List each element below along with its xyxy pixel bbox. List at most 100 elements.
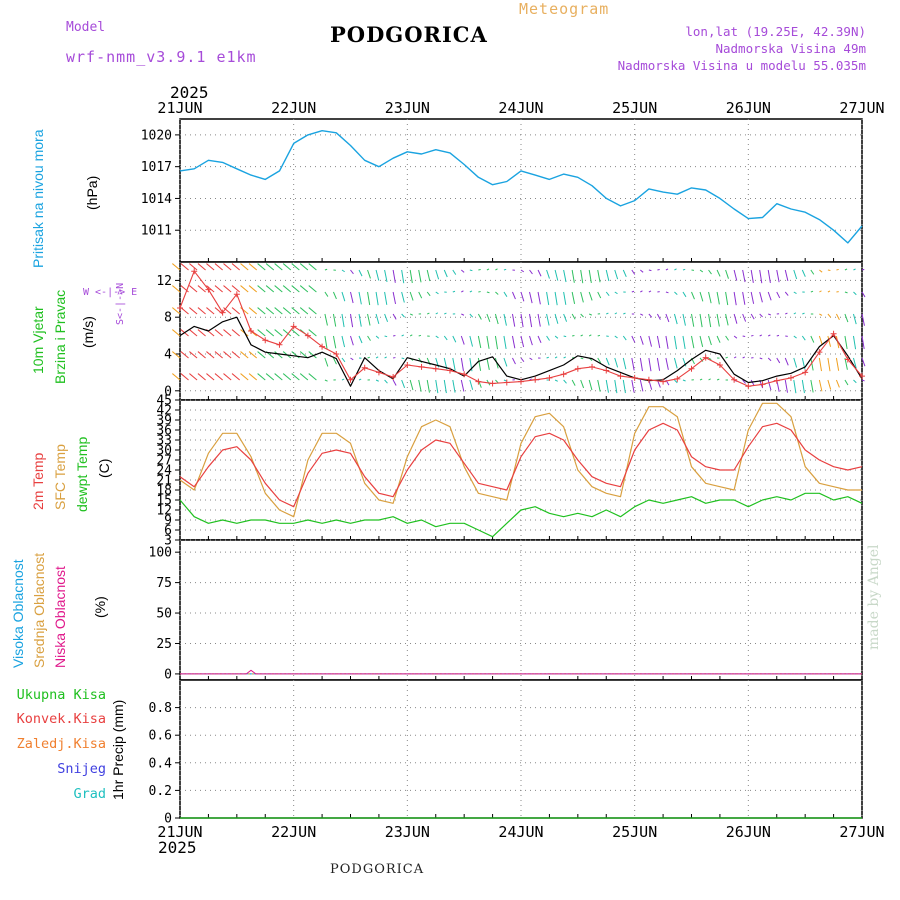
wind-arrow bbox=[375, 335, 380, 339]
wind-arrow bbox=[282, 285, 292, 293]
wind-arrow bbox=[409, 379, 414, 391]
wind-arrow bbox=[486, 268, 490, 271]
wind-arrow bbox=[827, 269, 831, 272]
wind-arrow bbox=[257, 351, 266, 359]
wind-arrow bbox=[563, 313, 568, 322]
wind-arrow bbox=[844, 313, 849, 323]
wind-arrow bbox=[725, 356, 728, 359]
wind-arrow bbox=[324, 379, 328, 382]
wind-arrow bbox=[503, 291, 508, 297]
y-tick-label: 42 bbox=[156, 404, 172, 419]
wind-arrow bbox=[486, 335, 490, 349]
wind-arrow bbox=[716, 269, 721, 277]
wind-arrow bbox=[520, 269, 525, 273]
wind-arrow bbox=[282, 307, 292, 315]
wind-arrow bbox=[350, 291, 354, 304]
wind-arrow bbox=[240, 373, 249, 381]
wind-arrow bbox=[554, 291, 558, 306]
wind-arrow bbox=[460, 357, 464, 372]
wind-arrow bbox=[248, 285, 258, 293]
wind-arrow bbox=[784, 379, 788, 393]
wind-arrow bbox=[469, 269, 473, 272]
wind-arrow bbox=[725, 335, 729, 341]
gust-marker bbox=[248, 328, 255, 334]
wind-arrow bbox=[282, 329, 292, 337]
wind-arrow bbox=[785, 312, 788, 315]
wind-arrow bbox=[844, 268, 848, 271]
gust-marker bbox=[645, 376, 652, 383]
wind-arrow bbox=[435, 291, 439, 295]
wind-arrow bbox=[418, 269, 422, 283]
wind-arrow bbox=[231, 373, 240, 381]
gust-marker bbox=[603, 367, 610, 374]
y-tick-label: 25 bbox=[156, 637, 172, 652]
wind-arrow bbox=[511, 335, 516, 349]
compass-horizontal: W <-|-> E bbox=[83, 287, 138, 298]
wind-arrow bbox=[206, 351, 215, 359]
y-tick-label: 0 bbox=[164, 667, 172, 682]
wind-arrow bbox=[460, 335, 465, 345]
wind-arrow bbox=[375, 291, 379, 306]
wind-arrow bbox=[708, 291, 712, 304]
wind-arrow bbox=[324, 335, 328, 350]
wind-arrow bbox=[742, 335, 746, 338]
wind-arrow bbox=[853, 379, 857, 384]
wind-arrow bbox=[426, 291, 431, 297]
gust-marker bbox=[773, 377, 780, 384]
wind-arrow bbox=[639, 335, 644, 345]
y-tick-label: 75 bbox=[156, 576, 172, 591]
wind-arrow bbox=[265, 285, 275, 293]
day-label-bottom-27JUN: 27JUN bbox=[839, 823, 884, 841]
wind-arrow bbox=[443, 379, 447, 394]
wind-arrow bbox=[682, 268, 686, 271]
lonlat-label: lon,lat (19.25E, 42.39N) bbox=[685, 24, 866, 39]
wind-arrow bbox=[172, 307, 181, 315]
wind-arrow bbox=[427, 312, 430, 315]
wind-arrow bbox=[308, 373, 317, 381]
wind-arrow bbox=[640, 313, 644, 316]
wind-arrow bbox=[291, 329, 300, 337]
wind-arrow bbox=[189, 285, 198, 293]
wind-arrow bbox=[639, 379, 644, 392]
wind-arrow bbox=[827, 290, 831, 293]
gust-marker bbox=[518, 378, 524, 385]
y-tick-label: 30 bbox=[156, 444, 172, 459]
y-tick-label: 50 bbox=[156, 607, 172, 622]
wind-arrow bbox=[759, 291, 763, 303]
wind-arrow bbox=[248, 263, 258, 271]
wind-arrow bbox=[435, 379, 439, 394]
wind-arrow bbox=[477, 357, 482, 371]
y-tick-label: 39 bbox=[156, 414, 172, 429]
wind-arrow bbox=[640, 290, 643, 293]
wind-arrow bbox=[853, 268, 856, 271]
wind-arrow bbox=[767, 379, 772, 391]
wind-arrow bbox=[563, 335, 567, 338]
legend-snijeg: Snijeg bbox=[57, 761, 106, 777]
y-tick-label: 27 bbox=[156, 454, 172, 469]
wind-arrow bbox=[767, 334, 771, 337]
wind-arrow bbox=[665, 313, 670, 323]
wind-arrow bbox=[605, 291, 610, 297]
wind-arrow bbox=[282, 373, 292, 381]
wind-arrow bbox=[691, 313, 695, 327]
wind-arrow bbox=[409, 334, 413, 337]
y-tick-label: 0.2 bbox=[149, 784, 172, 799]
wind-arrow bbox=[452, 290, 456, 293]
wind-arrow bbox=[529, 335, 533, 346]
y-tick-label: 24 bbox=[156, 464, 172, 479]
wind-arrow bbox=[597, 291, 602, 299]
wind-arrow bbox=[733, 313, 738, 324]
day-label-bottom-26JUN: 26JUN bbox=[726, 823, 771, 841]
wind-arrow bbox=[180, 307, 189, 315]
wind-arrow bbox=[452, 379, 456, 393]
wind-arrow bbox=[180, 373, 189, 381]
year-top: 2025 bbox=[170, 83, 209, 102]
y-tick-label: 1014 bbox=[141, 192, 172, 207]
wind-arrow bbox=[716, 291, 720, 305]
wind-arrow bbox=[231, 307, 240, 315]
day-label-bottom-22JUN: 22JUN bbox=[271, 823, 316, 841]
wind-arrow bbox=[588, 334, 592, 337]
wind-arrow bbox=[274, 373, 283, 381]
wind-arrow bbox=[759, 334, 763, 337]
wind-arrow bbox=[367, 269, 371, 279]
